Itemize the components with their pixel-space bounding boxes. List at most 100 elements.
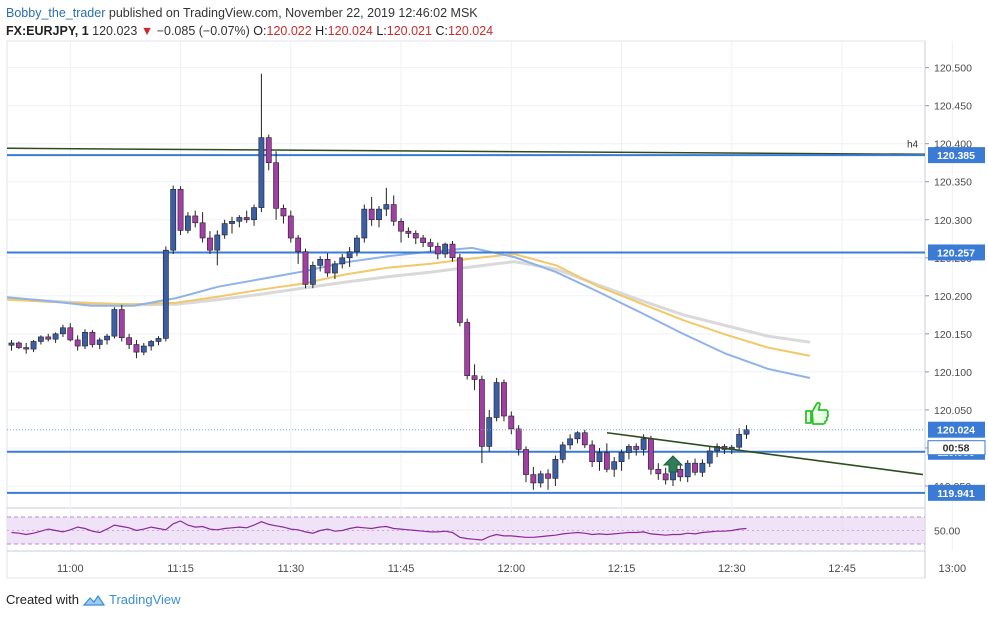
high-value: 120.024 — [327, 24, 373, 38]
bear-candle — [243, 217, 250, 221]
bull-candle — [640, 438, 647, 450]
bull-candle — [309, 265, 316, 285]
close-value: 120.024 — [447, 24, 494, 38]
level-price-tag-bg — [928, 484, 985, 501]
thumbs-up-shape — [805, 401, 829, 425]
low-value: 120.021 — [386, 24, 432, 38]
thumbs-up-icon — [805, 401, 829, 425]
up-arrow-icon — [662, 455, 684, 473]
bull-candle — [567, 438, 573, 446]
bear-candle — [23, 347, 30, 350]
close-label: C: — [435, 24, 448, 38]
bear-candle — [398, 220, 404, 232]
bear-candle — [662, 473, 669, 481]
price-axis[interactable]: 120.500120.450120.400120.350120.300120.2… — [925, 63, 986, 538]
bull-candle — [148, 341, 155, 347]
bull-candle — [170, 189, 177, 251]
rsi-level-label: 50.00 — [934, 526, 960, 538]
footer: Created with TradingView — [6, 592, 181, 607]
bull-candle — [251, 207, 257, 221]
trendline — [606, 431, 924, 476]
created-with-text: Created with — [6, 592, 79, 607]
time-tick-label: 12:30 — [718, 563, 746, 575]
bull-candle — [442, 243, 449, 255]
bull-candle — [155, 338, 162, 342]
time-tick-label: 13:00 — [939, 563, 967, 575]
bull-candle — [185, 215, 191, 231]
time-tick-label: 11:30 — [277, 563, 304, 575]
price-tick-label: 120.150 — [934, 329, 972, 341]
bull-candle — [354, 237, 360, 253]
bear-candle — [207, 237, 213, 251]
bull-candle — [611, 461, 618, 470]
bull-candle — [346, 251, 353, 259]
last-price-tag: 120.024 — [937, 425, 975, 437]
bear-candle — [199, 222, 206, 239]
bull-candle — [736, 433, 743, 448]
last-price: 120.023 — [92, 24, 138, 38]
bull-candle — [486, 417, 493, 447]
candles — [8, 73, 750, 490]
down-triangle-icon: ▼ — [140, 24, 154, 38]
bull-candle — [684, 462, 691, 478]
price-tick-label: 120.450 — [934, 101, 972, 113]
bull-candle — [229, 220, 235, 224]
bull-candle — [552, 459, 559, 479]
bear-candle — [545, 473, 551, 479]
tradingview-brand[interactable]: TradingView — [108, 592, 181, 607]
bull-candle — [258, 137, 265, 208]
time-axis[interactable]: 11:00 11:15 11:30 11:45 12:00 12:15 12:30 12:45… — [57, 563, 966, 575]
level-price-tag: 120.385 — [937, 150, 975, 162]
bear-candle — [89, 332, 96, 345]
bear-candle — [478, 379, 485, 447]
bull-candle — [162, 249, 169, 339]
bear-candle — [508, 415, 515, 430]
bear-candle — [501, 382, 507, 417]
bear-candle — [177, 189, 184, 231]
h4-line — [6, 147, 926, 156]
price-tick-label: 120.500 — [934, 63, 972, 75]
open-value: 120.022 — [266, 24, 312, 38]
high-label: H: — [315, 24, 328, 38]
moving-average-line — [6, 246, 811, 379]
bull-candle — [376, 208, 382, 221]
bear-candle — [67, 327, 74, 341]
bear-candle — [45, 336, 52, 340]
bear-candle — [456, 257, 463, 323]
bear-candle — [118, 309, 125, 338]
bull-candle — [493, 382, 500, 418]
bull-candle — [699, 462, 706, 473]
chart-frame — [6, 40, 926, 579]
bear-candle — [581, 432, 588, 446]
open-label: O: — [253, 24, 267, 38]
rsi-pane — [7, 516, 925, 545]
bear-candle — [677, 468, 684, 478]
bull-candle — [574, 432, 581, 440]
symbol-line: FX:EURJPY, 1 120.023 ▼ −0.085 (−0.07%) O… — [6, 22, 493, 40]
level-price-tag: 119.941 — [937, 488, 975, 500]
bear-candle — [449, 243, 456, 259]
low-label: L: — [376, 24, 387, 38]
bear-candle — [471, 375, 478, 380]
bear-candle — [324, 259, 331, 274]
bear-candle — [692, 462, 698, 473]
tradingview-logo-icon — [82, 594, 105, 606]
bull-candle — [140, 345, 147, 353]
price-tick-label: 120.100 — [934, 367, 972, 379]
bear-candle — [648, 438, 654, 470]
price-tick-label: 120.200 — [934, 291, 972, 303]
bear-candle — [15, 342, 22, 348]
time-tick-label: 11:00 — [57, 563, 84, 575]
bear-candle — [126, 337, 132, 345]
bull-candle — [625, 446, 632, 453]
bear-candle — [530, 474, 537, 484]
bull-candle — [383, 204, 390, 210]
bull-candle — [214, 234, 221, 251]
author-link[interactable]: Bobby_the_trader — [6, 6, 106, 20]
horizontal-levels[interactable]: h4 — [6, 139, 926, 494]
bull-candle — [361, 208, 368, 239]
price-chart[interactable]: h4 120.500120.450120.400120.350120.30012… — [0, 0, 988, 585]
published-text: published on TradingView.com, November 2… — [108, 6, 478, 20]
time-tick-label: 12:00 — [498, 563, 526, 575]
bear-candle — [655, 468, 662, 475]
